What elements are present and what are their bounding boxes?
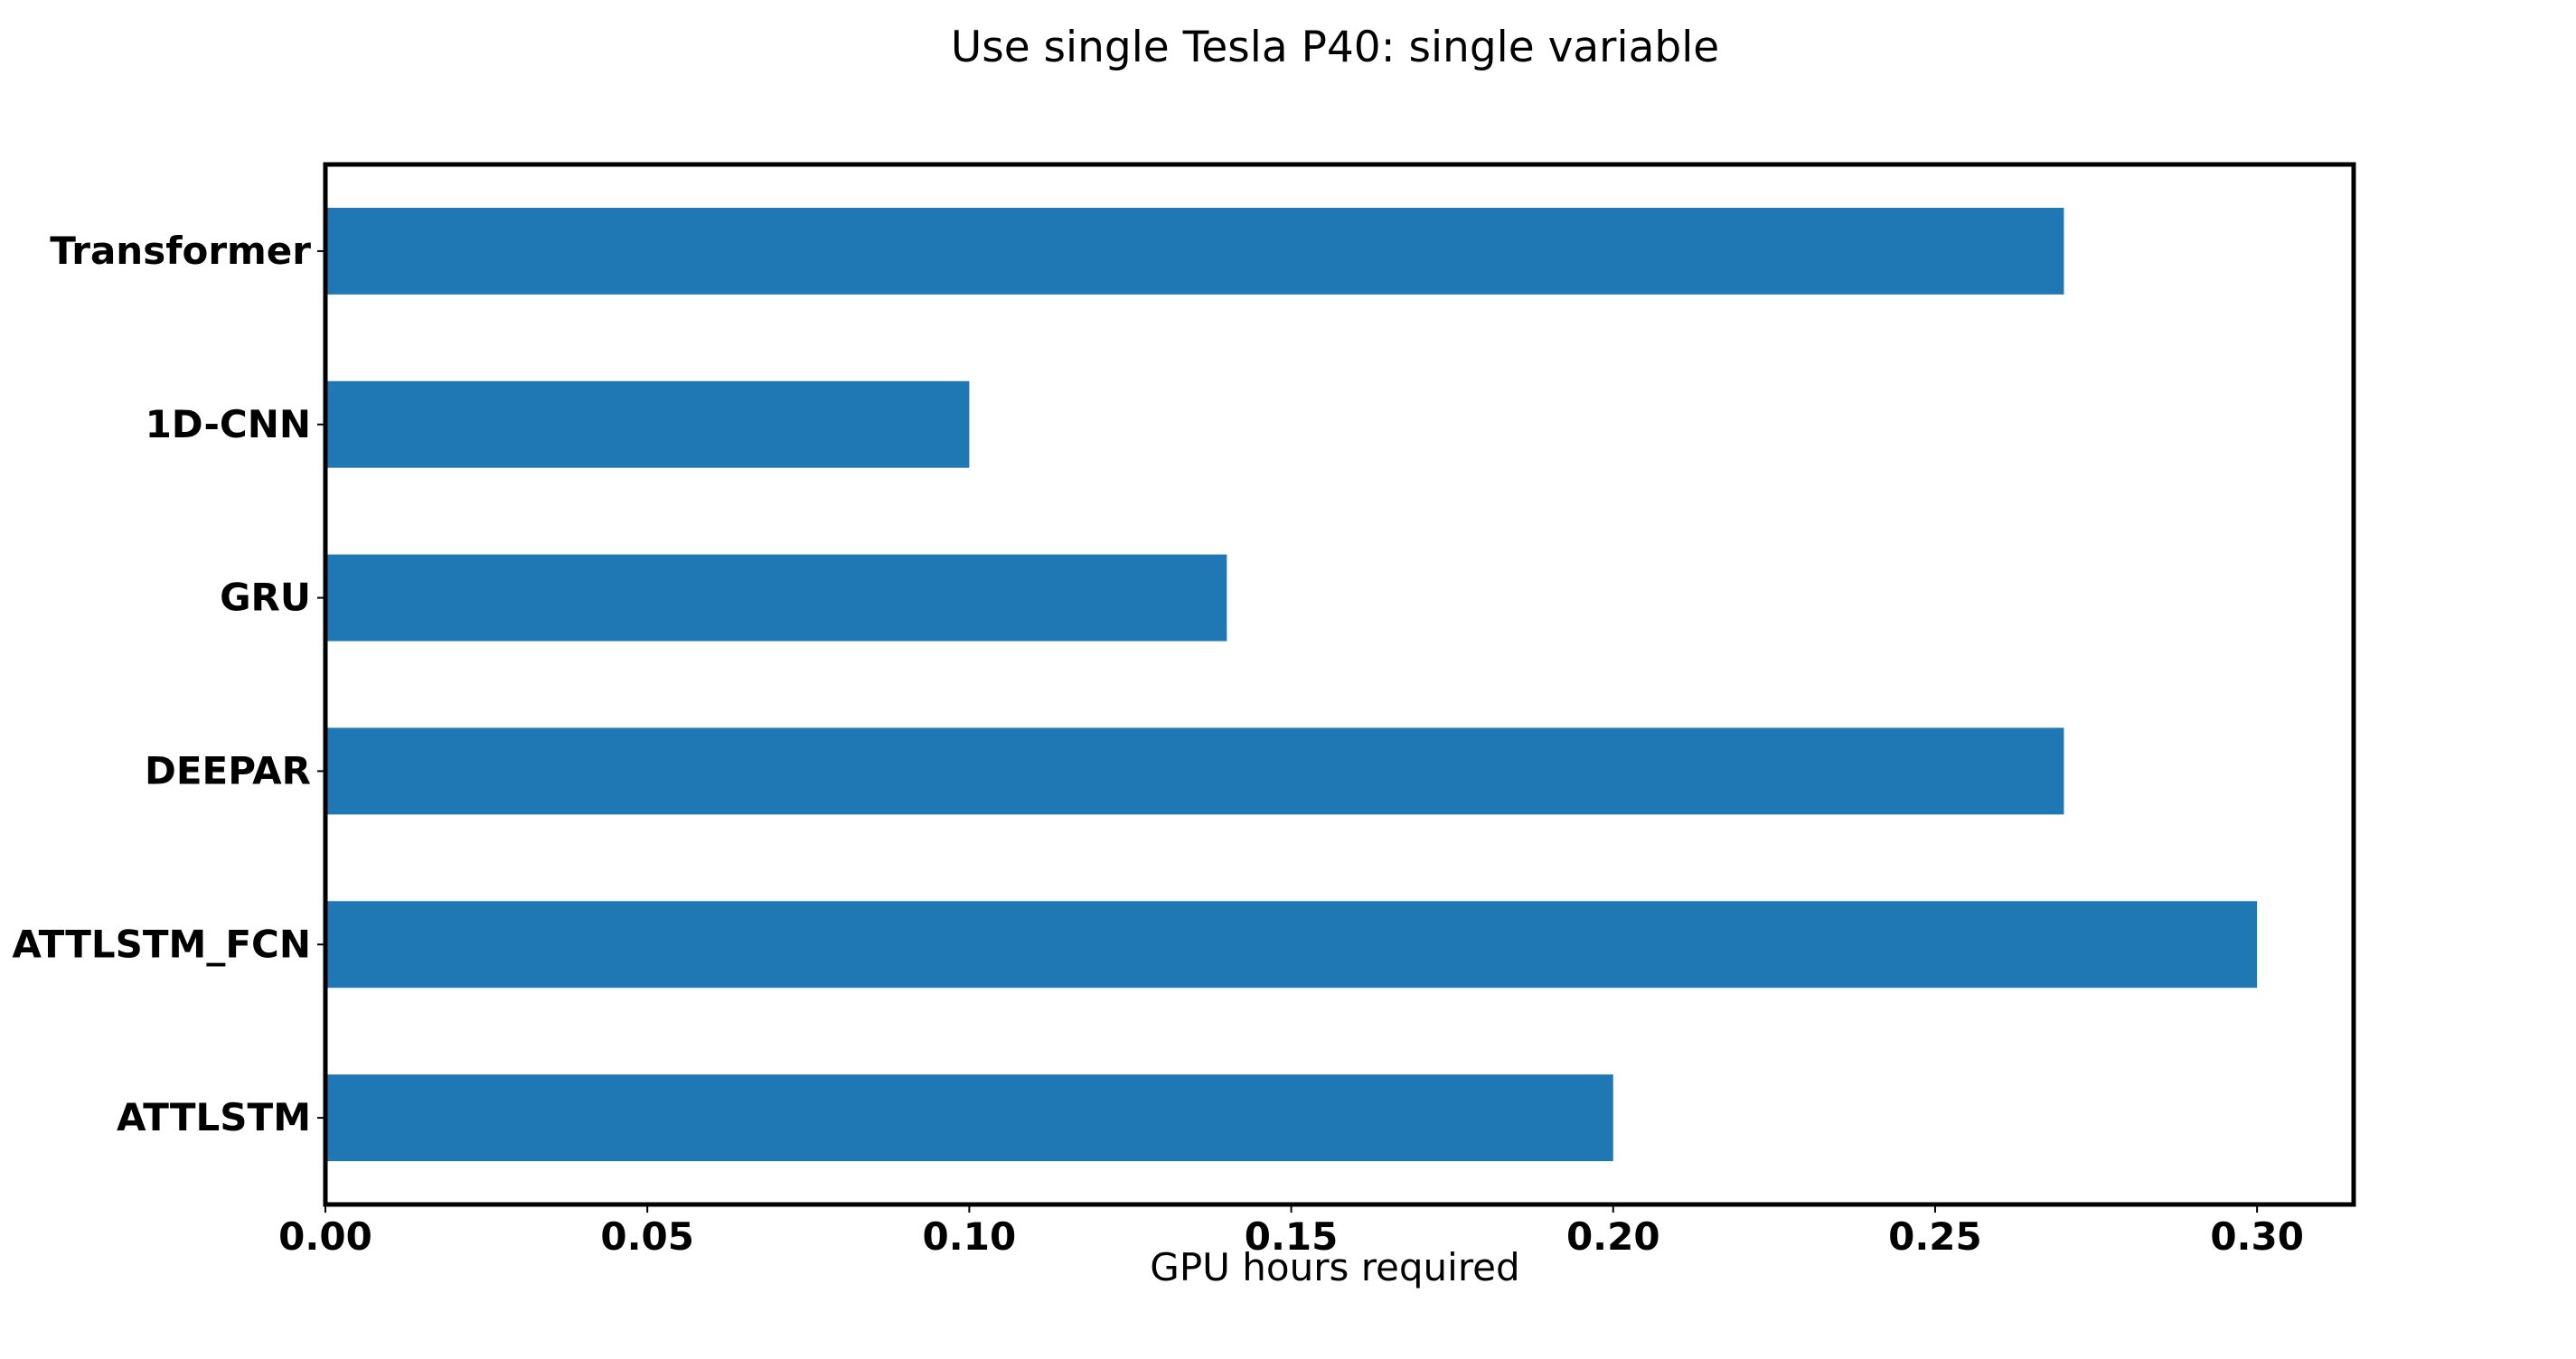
x-tick-label: 0.15 [1245, 1214, 1339, 1259]
ticks-layer: Transformer 1D-CNN GRU DEEPAR ATTLSTM_FCN ATT… [12, 229, 2304, 1259]
y-tick-label: DEEPAR [145, 748, 311, 792]
x-axis-label: GPU hours required [1150, 1245, 1519, 1289]
bar-attlstm [325, 1074, 1613, 1162]
x-tick-label: 0.10 [923, 1214, 1017, 1259]
x-tick-label: 0.25 [1888, 1214, 1982, 1259]
x-tick-label: 0.05 [600, 1214, 694, 1259]
x-tick-label: 0.20 [1566, 1214, 1660, 1259]
bar-1d-cnn [325, 380, 970, 468]
axes-layer [323, 162, 2356, 1207]
y-tick-label: GRU [220, 576, 311, 620]
x-tick-label: 0.30 [2210, 1214, 2304, 1259]
y-tick-label: ATTLSTM [117, 1095, 311, 1139]
chart-title: Use single Tesla P40: single variable [951, 23, 1719, 72]
plot-frame [323, 162, 2356, 1207]
y-tick-label: 1D-CNN [146, 402, 311, 446]
y-tick-label: Transformer [50, 229, 311, 273]
bar-deepar [325, 727, 2064, 815]
bar-attlstm-fcn [325, 901, 2258, 989]
x-tick-label: 0.00 [278, 1214, 372, 1259]
bars-layer [325, 207, 2258, 1162]
y-tick-label: ATTLSTM_FCN [12, 922, 311, 966]
bar-transformer [325, 207, 2064, 295]
bar-gru [325, 554, 1227, 642]
